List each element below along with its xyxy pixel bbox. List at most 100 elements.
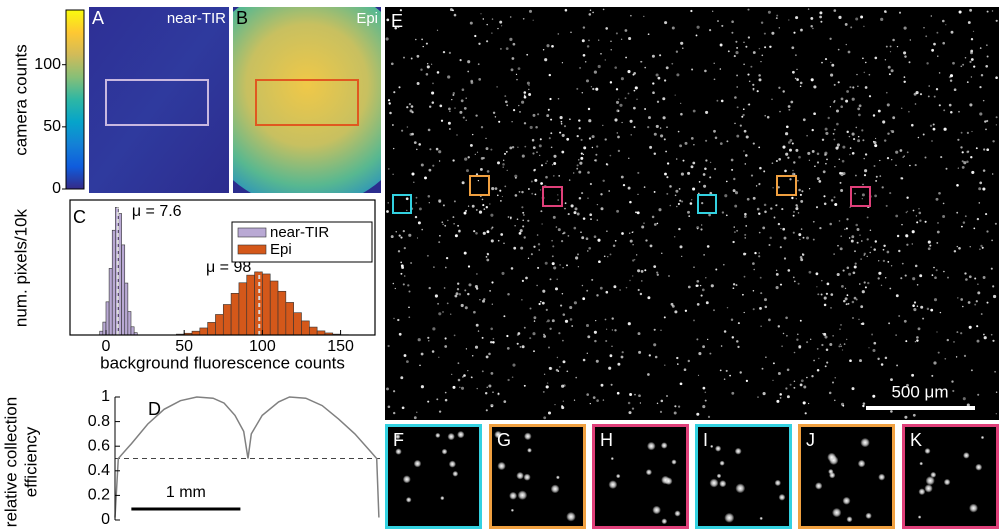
particle [793, 211, 795, 213]
particle [586, 290, 588, 292]
particle [483, 298, 485, 300]
particle [745, 225, 747, 227]
figure: A near-TIR B Epi E 500 μm FGHIJK 050100c… [0, 0, 999, 529]
particle [889, 73, 891, 75]
particle [736, 340, 739, 343]
particle [703, 254, 705, 256]
particle [449, 128, 451, 130]
y-axis-label: efficiency [21, 426, 40, 497]
particle [540, 210, 542, 212]
particle [637, 211, 640, 214]
particle [733, 189, 736, 192]
particle [634, 394, 636, 396]
particle [608, 367, 611, 370]
particle [751, 175, 753, 177]
particle [452, 94, 454, 96]
particle [524, 96, 527, 99]
particle [531, 193, 533, 195]
particle [638, 351, 641, 354]
particle [563, 401, 564, 402]
particle [551, 45, 554, 48]
particle [427, 63, 428, 64]
particle [492, 304, 493, 305]
particle [713, 309, 715, 311]
particle [486, 230, 489, 233]
particle [518, 105, 519, 106]
particle [859, 234, 860, 235]
particle [805, 412, 807, 414]
particle [549, 98, 551, 100]
particle [568, 235, 570, 237]
particle [800, 85, 802, 87]
particle [438, 150, 441, 153]
particle [512, 376, 514, 378]
particle [561, 406, 564, 409]
particle [652, 216, 655, 219]
particle [617, 136, 620, 139]
particle [803, 386, 806, 389]
particle [753, 143, 755, 145]
particle [707, 245, 710, 248]
particle [886, 92, 888, 94]
y-tick-label: 0.4 [88, 462, 110, 479]
panel-label: F [393, 430, 404, 450]
particle [478, 330, 479, 331]
particle [772, 187, 773, 188]
particle [824, 335, 827, 338]
particle [664, 316, 666, 318]
particle [844, 343, 846, 345]
particle [688, 360, 690, 362]
particle [666, 126, 668, 128]
particle [838, 81, 840, 83]
particle [553, 155, 556, 158]
particle [548, 411, 551, 414]
particle [768, 244, 770, 246]
particle [477, 388, 478, 389]
particle [776, 286, 779, 289]
particle [548, 109, 550, 111]
particle [845, 297, 848, 300]
particle [522, 225, 524, 227]
particle [386, 387, 389, 390]
particle [458, 379, 461, 382]
particle [421, 353, 424, 356]
particle [619, 104, 622, 107]
particle [904, 27, 907, 30]
particle [764, 33, 766, 35]
particle [439, 105, 442, 108]
particle [472, 205, 475, 208]
particle [720, 461, 725, 466]
particle [833, 133, 835, 135]
particle [511, 509, 514, 512]
particle [967, 81, 969, 83]
particle [536, 151, 537, 152]
particle [657, 274, 659, 276]
particle [644, 67, 646, 69]
particle [879, 160, 880, 161]
particle [776, 400, 779, 403]
particle [687, 172, 690, 175]
particle [654, 133, 657, 136]
particle [448, 433, 455, 440]
particle [934, 276, 937, 279]
particle [965, 57, 967, 59]
particle [625, 97, 627, 99]
particle [846, 44, 847, 45]
particle [503, 315, 505, 317]
particle [873, 114, 875, 116]
particle [647, 296, 650, 299]
particle [778, 223, 780, 225]
particle [652, 55, 655, 58]
particle [958, 111, 960, 113]
particle [906, 197, 908, 199]
particle [587, 171, 590, 174]
particle [409, 103, 411, 105]
particle [401, 130, 403, 132]
particle [506, 151, 508, 153]
particle [904, 155, 905, 156]
particle [946, 168, 948, 170]
y-axis-label: relative collection [1, 397, 20, 527]
particle [509, 38, 512, 41]
particle [764, 211, 767, 214]
particle [498, 240, 500, 242]
